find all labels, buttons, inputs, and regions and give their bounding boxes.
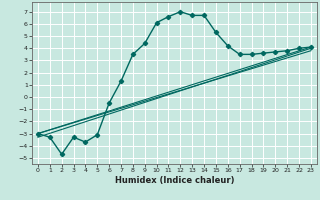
X-axis label: Humidex (Indice chaleur): Humidex (Indice chaleur) xyxy=(115,176,234,185)
